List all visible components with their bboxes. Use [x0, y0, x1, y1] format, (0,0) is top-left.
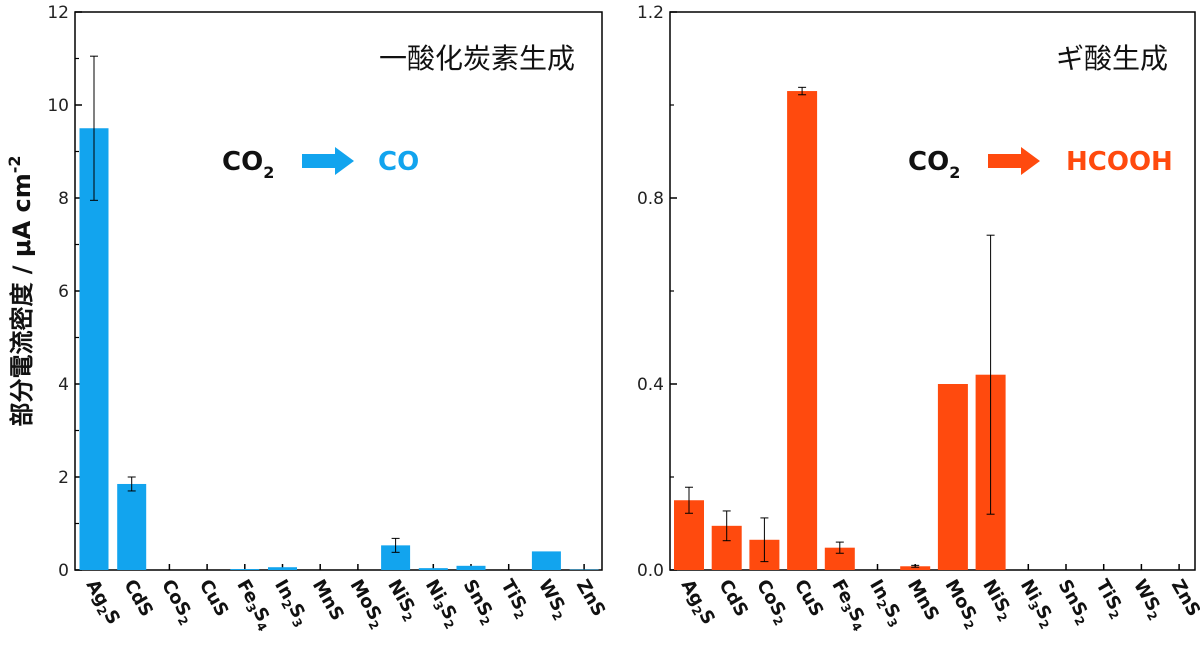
label-part: NiS: [978, 576, 1013, 616]
x-tick-label: CoS2: [750, 576, 793, 628]
bar: [824, 547, 855, 570]
label-part: Ni: [1016, 576, 1045, 605]
label-part: MnS: [308, 576, 348, 624]
label-part: CdS: [714, 576, 752, 620]
x-tick-label: ZnS: [572, 576, 610, 620]
y-tick-label: 10: [47, 96, 69, 116]
label-part: Ag: [82, 576, 114, 610]
chart-title: ギ酸生成: [1056, 42, 1168, 75]
reactant-subscript: 2: [263, 163, 274, 182]
product-label: HCOOH: [1066, 147, 1173, 177]
x-tick-label: MnS: [308, 576, 348, 624]
label-part: WS: [1129, 576, 1164, 615]
bar: [79, 128, 109, 570]
bar: [456, 565, 486, 570]
reactant-part: CO: [222, 147, 263, 177]
y-tick-label: 12: [47, 3, 69, 23]
x-tick-label: NiS2: [977, 576, 1018, 624]
y-tick-label: 6: [58, 282, 69, 302]
plot-frame: [669, 11, 1196, 571]
reaction-arrow: [988, 147, 1040, 175]
bar: [937, 384, 968, 570]
label-part: In: [270, 576, 298, 603]
reactant-label: CO2: [222, 147, 274, 182]
x-tick-label: CuS: [790, 576, 828, 620]
x-tick-label: In2S3: [863, 576, 908, 630]
label-part: CoS: [752, 576, 789, 620]
label-part: NiS: [383, 576, 418, 616]
y-axis-label-text: 部分電流密度 / μA cm: [8, 173, 36, 426]
chart-title: 一酸化炭素生成: [379, 42, 575, 75]
label-part: ZnS: [1167, 576, 1200, 620]
x-tick-label: Fe3S4: [231, 576, 278, 634]
y-tick-label: 4: [58, 375, 69, 395]
label-part: CuS: [195, 576, 233, 620]
x-tick-label: Ni3S2: [1014, 576, 1059, 632]
x-tick-label: CdS: [714, 576, 752, 620]
label-part: CuS: [790, 576, 828, 620]
y-tick-label: 2: [58, 468, 69, 488]
label-part: WS: [534, 576, 569, 615]
reactant-label: CO2: [908, 147, 960, 182]
plot-frame: [74, 11, 603, 571]
x-tick-label: ZnS: [1167, 576, 1200, 620]
label-part: SnS: [459, 576, 497, 620]
x-tick-label: WS2: [1127, 576, 1168, 623]
y-tick-label: 0: [58, 561, 69, 581]
x-tick-label: SnS2: [457, 576, 500, 628]
label-part: In: [865, 576, 893, 603]
y-tick-label: 1.2: [637, 3, 664, 23]
x-tick-label: CdS: [119, 576, 157, 620]
y-tick-label: 0.4: [637, 375, 664, 395]
y-tick-label: 0.8: [637, 189, 664, 209]
bar: [787, 91, 818, 571]
bar: [230, 569, 260, 570]
x-tick-label: MoS2: [939, 576, 985, 632]
label-part: MnS: [903, 576, 943, 624]
x-tick-label: Ni3S2: [419, 576, 464, 632]
bar: [268, 567, 297, 570]
label-part: CoS: [157, 576, 194, 620]
label-part: MoS: [346, 576, 386, 624]
label-part: TiS: [1091, 576, 1125, 614]
reaction-arrow: [302, 147, 354, 175]
x-tick-label: MnS: [903, 576, 943, 624]
label-part: Fe: [232, 576, 262, 607]
x-tick-label: WS2: [532, 576, 573, 623]
x-tick-label: Fe3S4: [826, 576, 873, 634]
reactant-subscript: 2: [949, 163, 960, 182]
bar: [117, 483, 147, 570]
label-part: CdS: [119, 576, 157, 620]
y-axis-label: 部分電流密度 / μA cm-2: [5, 155, 36, 426]
label-part: ZnS: [572, 576, 610, 620]
y-tick-label: 8: [58, 189, 69, 209]
label-part: SnS: [1054, 576, 1092, 620]
y-tick-label: 0.0: [637, 561, 664, 581]
label-part: MoS: [941, 576, 981, 624]
x-tick-label: TiS2: [1090, 576, 1130, 622]
bar: [418, 568, 448, 570]
bar: [900, 566, 931, 570]
x-tick-label: SnS2: [1052, 576, 1095, 628]
reactant-part: CO: [908, 147, 949, 177]
x-tick-label: In2S3: [268, 576, 313, 630]
x-tick-label: CuS: [195, 576, 233, 620]
label-part: Ni: [421, 576, 450, 605]
x-tick-label: MoS2: [344, 576, 390, 632]
y-axis-label-superscript: -2: [5, 155, 24, 173]
label-part: Ag: [677, 576, 709, 610]
bar: [531, 551, 561, 570]
x-tick-label: NiS2: [382, 576, 423, 624]
label-part: Fe: [827, 576, 857, 607]
x-tick-label: CoS2: [155, 576, 198, 628]
x-tick-label: Ag2S: [80, 576, 124, 629]
x-tick-label: TiS2: [495, 576, 535, 622]
x-tick-label: Ag2S: [675, 576, 719, 629]
product-label: CO: [378, 147, 419, 177]
label-part: TiS: [496, 576, 530, 614]
